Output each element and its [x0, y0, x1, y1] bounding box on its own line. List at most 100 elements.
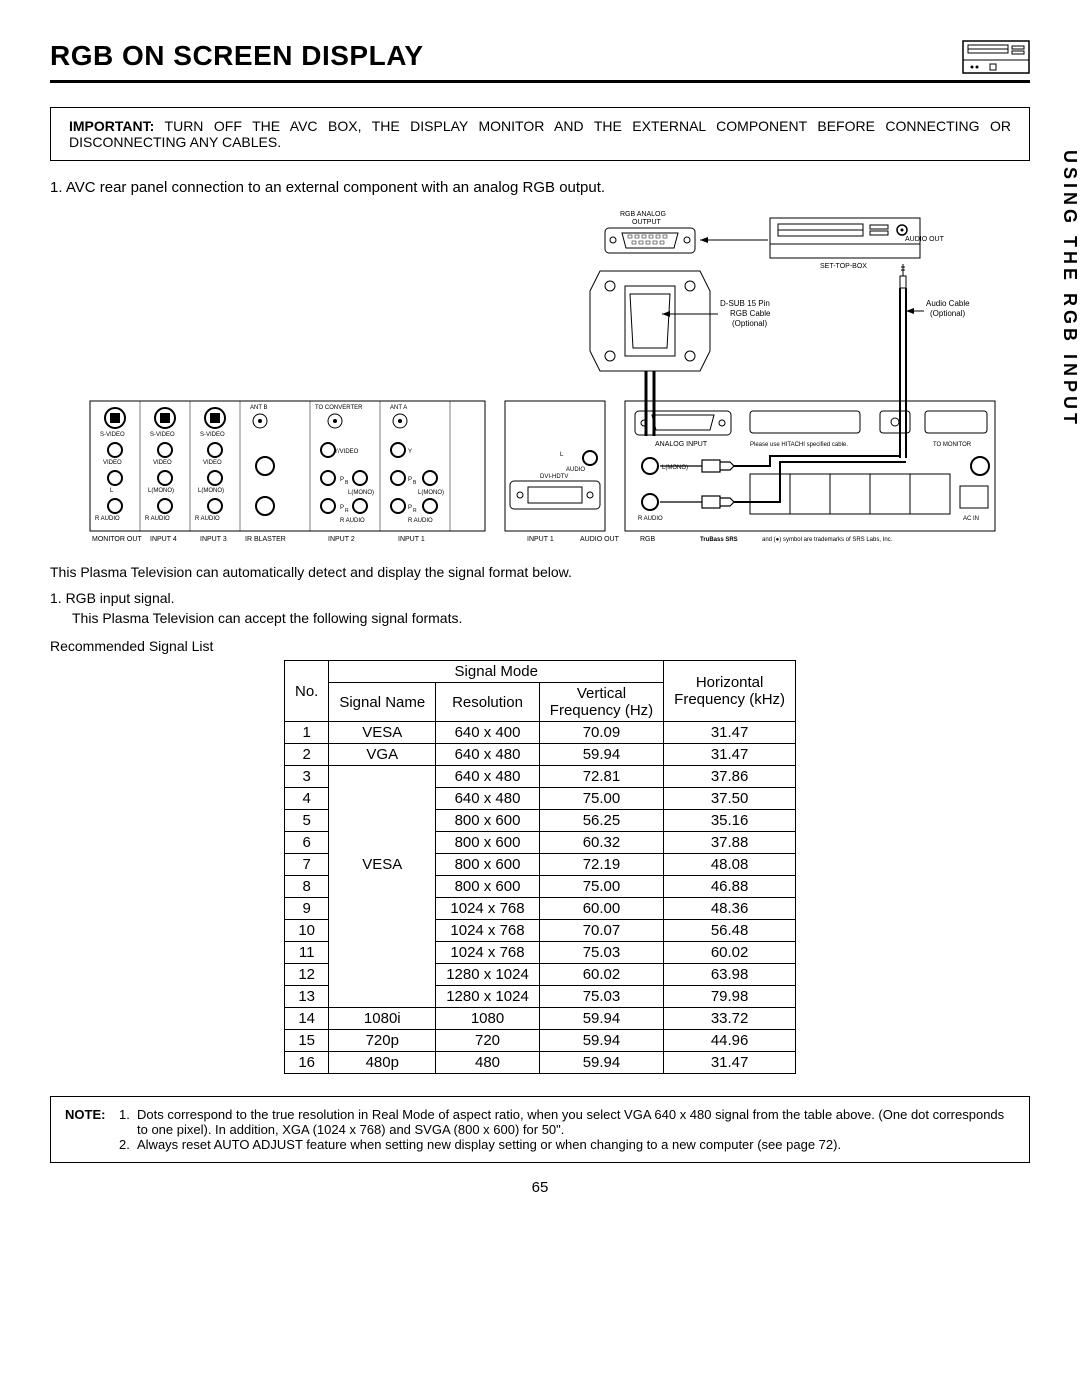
table-row: 7VESA800 x 60072.1948.08: [284, 854, 795, 876]
svg-text:INPUT 1: INPUT 1: [527, 536, 554, 543]
note-text1: Dots correspond to the true resolution i…: [137, 1107, 1015, 1137]
table-row: 91024 x 76860.0048.36: [284, 898, 795, 920]
connection-diagram: AUDIO OUT SET-TOP-BOX RGB ANALOG OUTPUT: [50, 206, 1030, 546]
svg-text:P: P: [340, 505, 344, 511]
page-header: RGB ON SCREEN DISPLAY: [50, 40, 1030, 83]
svg-text:R AUDIO: R AUDIO: [408, 518, 433, 524]
svg-text:B: B: [345, 480, 349, 486]
svg-text:TO CONVERTER: TO CONVERTER: [315, 405, 363, 411]
table-row: 4640 x 48075.0037.50: [284, 788, 795, 810]
table-row: 141080i108059.9433.72: [284, 1008, 795, 1030]
table-row: 1VESA640 x 40070.0931.47: [284, 722, 795, 744]
rec-title: Recommended Signal List: [50, 638, 1030, 654]
svg-text:MONITOR OUT: MONITOR OUT: [92, 536, 142, 543]
diagram-label-rgbcable: RGB Cable: [730, 309, 771, 318]
svg-text:P: P: [408, 477, 412, 483]
svg-text:R AUDIO: R AUDIO: [195, 516, 220, 522]
intro-line: 1. AVC rear panel connection to an exter…: [50, 179, 1030, 196]
svg-text:S-VIDEO: S-VIDEO: [100, 432, 125, 438]
svg-text:B: B: [413, 480, 417, 486]
th-hfreq: Horizontal Frequency (kHz): [664, 661, 796, 722]
svg-text:VIDEO: VIDEO: [103, 460, 122, 466]
note-num1: 1.: [119, 1107, 137, 1137]
note-label: NOTE:: [65, 1107, 119, 1137]
table-row: 16480p48059.9431.47: [284, 1052, 795, 1074]
diagram-label-optional: (Optional): [732, 319, 767, 328]
svg-text:IR BLASTER: IR BLASTER: [245, 536, 286, 543]
table-row: 131280 x 102475.0379.98: [284, 986, 795, 1008]
diagram-label-rgb-out2: OUTPUT: [632, 219, 662, 226]
page-title: RGB ON SCREEN DISPLAY: [50, 40, 424, 72]
diagram-label-audioopt: (Optional): [930, 309, 965, 318]
svg-text:INPUT 4: INPUT 4: [150, 536, 177, 543]
svg-text:R AUDIO: R AUDIO: [638, 516, 663, 522]
table-row: 15720p72059.9444.96: [284, 1030, 795, 1052]
svg-text:S-VIDEO: S-VIDEO: [200, 432, 225, 438]
svg-text:P: P: [408, 505, 412, 511]
diagram-label-audio-out: AUDIO OUT: [905, 236, 945, 243]
table-row: 3640 x 48072.8137.86: [284, 766, 795, 788]
svg-text:L(MONO): L(MONO): [148, 488, 174, 494]
svg-text:AUDIO: AUDIO: [566, 467, 585, 473]
svg-text:L(MONO): L(MONO): [198, 488, 224, 494]
important-label: IMPORTANT:: [69, 118, 154, 134]
important-text: TURN OFF THE AVC BOX, THE DISPLAY MONITO…: [69, 118, 1011, 150]
svg-text:L(MONO): L(MONO): [418, 490, 444, 496]
svg-text:ANALOG INPUT: ANALOG INPUT: [655, 441, 708, 448]
note-box: NOTE: 1. Dots correspond to the true res…: [50, 1096, 1030, 1163]
signal-table: No. Signal Mode Horizontal Frequency (kH…: [284, 660, 796, 1074]
svg-text:L: L: [110, 488, 114, 494]
device-icon: [962, 40, 1030, 74]
table-row: 121280 x 102460.0263.98: [284, 964, 795, 986]
svg-text:R AUDIO: R AUDIO: [145, 516, 170, 522]
svg-text:AC IN: AC IN: [963, 516, 979, 522]
svg-text:S-VIDEO: S-VIDEO: [150, 432, 175, 438]
svg-text:P: P: [340, 477, 344, 483]
svg-text:Y: Y: [408, 449, 412, 455]
svg-text:TruBass SRS: TruBass SRS: [700, 537, 738, 543]
side-tab: USING THE RGB INPUT: [1059, 150, 1080, 428]
svg-text:ANT B: ANT B: [250, 405, 268, 411]
important-box: IMPORTANT: TURN OFF THE AVC BOX, THE DIS…: [50, 107, 1030, 161]
svg-text:Y/VIDEO: Y/VIDEO: [334, 449, 359, 455]
sub1: 1. RGB input signal.: [50, 590, 1030, 606]
svg-text:L: L: [560, 452, 564, 458]
th-signal-name: Signal Name: [329, 683, 436, 722]
svg-text:DVI-HDTV: DVI-HDTV: [540, 474, 568, 480]
svg-text:L(MONO): L(MONO): [348, 490, 374, 496]
note-text2: Always reset AUTO ADJUST feature when se…: [137, 1137, 1015, 1152]
table-row: 101024 x 76870.0756.48: [284, 920, 795, 942]
svg-text:INPUT 2: INPUT 2: [328, 536, 355, 543]
th-resolution: Resolution: [436, 683, 540, 722]
table-row: 2VGA640 x 48059.9431.47: [284, 744, 795, 766]
diagram-label-dsub: D-SUB 15 Pin: [720, 299, 770, 308]
page-number: 65: [50, 1179, 1030, 1196]
svg-text:R: R: [413, 508, 417, 514]
th-vfreq: Vertical Frequency (Hz): [539, 683, 663, 722]
sub2: This Plasma Television can accept the fo…: [72, 610, 1030, 626]
th-signal-mode: Signal Mode: [329, 661, 664, 683]
svg-text:INPUT 3: INPUT 3: [200, 536, 227, 543]
table-row: 6800 x 60060.3237.88: [284, 832, 795, 854]
svg-text:VIDEO: VIDEO: [203, 460, 222, 466]
svg-text:ANT A: ANT A: [390, 405, 407, 411]
table-row: 8800 x 60075.0046.88: [284, 876, 795, 898]
svg-text:Please use HITACHI specified c: Please use HITACHI specified cable.: [750, 442, 848, 448]
table-row: 111024 x 76875.0360.02: [284, 942, 795, 964]
svg-text:R AUDIO: R AUDIO: [95, 516, 120, 522]
diagram-label-stb: SET-TOP-BOX: [820, 263, 867, 270]
svg-text:TO MONITOR: TO MONITOR: [933, 442, 972, 448]
svg-text:INPUT 1: INPUT 1: [398, 536, 425, 543]
table-row: 5800 x 60056.2535.16: [284, 810, 795, 832]
svg-text:R: R: [345, 508, 349, 514]
after-diagram-text: This Plasma Television can automatically…: [50, 564, 1030, 580]
note-num2: 2.: [119, 1137, 137, 1152]
svg-text:VIDEO: VIDEO: [153, 460, 172, 466]
svg-text:R AUDIO: R AUDIO: [340, 518, 365, 524]
diagram-label-rgb-out: RGB ANALOG: [620, 211, 666, 218]
diagram-label-audiocable: Audio Cable: [926, 299, 970, 308]
svg-text:AUDIO OUT: AUDIO OUT: [580, 536, 620, 543]
svg-text:RGB: RGB: [640, 536, 656, 543]
th-no: No.: [284, 661, 328, 722]
svg-text:and (●) symbol are trademarks: and (●) symbol are trademarks of SRS Lab…: [762, 537, 893, 543]
